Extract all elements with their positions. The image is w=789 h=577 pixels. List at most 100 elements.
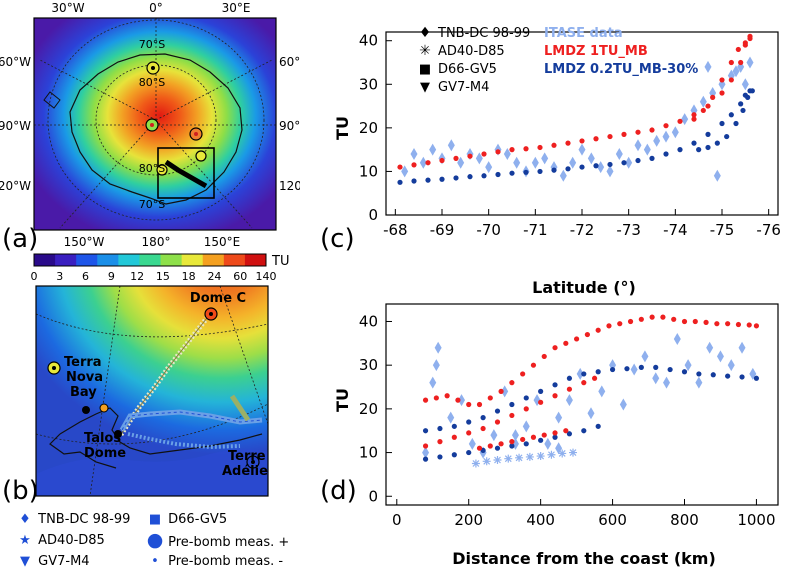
colorbar-tick: 15	[156, 270, 170, 283]
talos-label-1: Talos	[84, 431, 121, 446]
data-point	[495, 171, 501, 178]
data-point	[509, 443, 515, 449]
data-point	[552, 345, 558, 351]
data-point	[451, 452, 457, 458]
lon-label: 0°	[149, 1, 163, 15]
data-point	[681, 369, 688, 375]
x-tick-label: -71	[523, 221, 548, 239]
y-tick-label: 20	[359, 400, 378, 418]
data-point	[566, 386, 573, 392]
legend-c-symbol: ■	[419, 62, 431, 77]
data-point	[439, 176, 445, 182]
data-point	[493, 455, 502, 464]
y-tick-label: 30	[359, 356, 378, 374]
data-point	[439, 157, 445, 164]
lat-label: 80°S	[139, 76, 165, 89]
data-point	[475, 152, 483, 165]
x-tick-label: 400	[526, 511, 555, 529]
data-point	[663, 151, 669, 157]
data-point	[696, 371, 702, 377]
data-point	[466, 419, 472, 425]
y-tick-label: 10	[359, 444, 378, 462]
data-point	[552, 430, 558, 436]
data-point	[511, 429, 519, 442]
data-point	[494, 408, 501, 414]
data-point	[703, 319, 709, 325]
data-point	[595, 327, 601, 333]
legend-b-item: ● Pre-bomb meas. +	[146, 529, 290, 551]
legend-c-label: AD40-D85	[438, 44, 505, 59]
colorbar-tick: 24	[207, 270, 221, 283]
adelie-label-2: Adélie	[222, 464, 268, 479]
data-point	[466, 430, 472, 436]
series-lmdz-1tu-mb-mid-	[476, 428, 569, 451]
y-tick-label: 20	[359, 119, 378, 137]
data-point	[559, 169, 567, 182]
data-point	[700, 107, 706, 114]
legend-c-label: TNB-DC 98-99	[437, 26, 530, 41]
colorbar-swatches	[34, 254, 267, 266]
chart-d-xlabel: Distance from the coast (km)	[452, 549, 716, 568]
data-point	[621, 160, 627, 166]
colorbar-tick: 9	[108, 270, 115, 283]
series-lmdz-0-2tu-mb-30-transect-	[422, 364, 760, 434]
data-point	[537, 168, 543, 175]
data-point	[555, 411, 563, 424]
colorbar-tick: 6	[82, 270, 89, 283]
data-point	[490, 429, 498, 442]
data-point	[587, 152, 595, 165]
map-a: 30°W 0° 30°E 60°W 90°W 120°W 60°E 90°E 1…	[0, 1, 300, 249]
x-tick-label: -68	[383, 221, 408, 239]
data-point	[538, 399, 544, 405]
data-point	[522, 420, 530, 433]
data-point	[660, 314, 666, 320]
colorbar-swatch	[244, 254, 267, 266]
legend-c-symbol: ♦	[419, 25, 432, 41]
data-point	[684, 359, 692, 372]
plot-frame	[385, 303, 779, 506]
data-point	[481, 151, 487, 157]
data-point	[466, 401, 472, 408]
data-point	[523, 406, 529, 412]
data-point	[538, 437, 544, 443]
data-point	[551, 167, 557, 173]
series-lmdz-0-2tu-mb-30-lower-	[422, 423, 601, 462]
data-point	[695, 376, 703, 389]
colorbar-swatch	[139, 254, 162, 266]
legend-c-color-label: LMDZ 0.2TU_MB-30%	[544, 62, 698, 77]
data-point	[509, 439, 515, 445]
terra-nova-label-1: Terra	[64, 355, 102, 370]
y-tick-label: 30	[359, 75, 378, 93]
data-point	[747, 35, 753, 42]
lon-label: 30°E	[222, 1, 251, 15]
data-point	[699, 95, 707, 108]
data-point	[501, 385, 509, 398]
data-point	[509, 170, 515, 176]
data-point	[476, 445, 483, 451]
chart-c-legend: ♦ TNB-DC 98-99 ✳ AD40-D85 ■ D66-GV5 ▼ GV…	[419, 25, 699, 95]
data-point	[634, 139, 642, 152]
legend-c-color-label: ITASE data	[544, 26, 623, 41]
data-point	[565, 140, 571, 146]
data-point	[579, 164, 585, 170]
data-point	[725, 373, 731, 379]
data-point	[681, 318, 688, 325]
data-point	[447, 411, 455, 424]
data-point	[520, 371, 526, 377]
data-point	[649, 127, 655, 133]
y-tick-label: 10	[359, 162, 378, 180]
data-point	[606, 323, 612, 329]
legend-b-item: ♦ TNB-DC 98-99	[19, 512, 131, 527]
data-point	[494, 419, 501, 425]
data-point	[565, 166, 571, 172]
data-point	[569, 448, 578, 457]
data-point	[635, 129, 641, 135]
data-point	[485, 161, 493, 174]
series-ad40-d85	[471, 448, 578, 468]
lat-label: 70°S	[139, 38, 165, 51]
data-point	[593, 136, 599, 142]
data-point	[742, 40, 748, 46]
data-point	[714, 321, 720, 327]
data-point	[713, 169, 721, 182]
data-point	[739, 374, 745, 380]
